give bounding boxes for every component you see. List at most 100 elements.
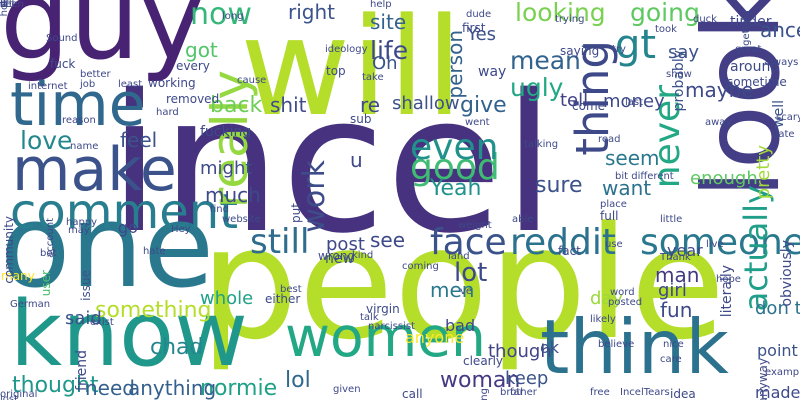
cloud-word: fucking [200,124,252,140]
cloud-word: hope [716,274,741,285]
cloud-word: feel [120,128,158,152]
cloud-word: full [600,209,619,223]
cloud-word: right [288,0,335,24]
cloud-word: weight [458,220,492,231]
cloud-word: woman [440,368,521,393]
cloud-word: normie [200,376,278,400]
cloud-word: IncelTears [620,387,670,398]
cloud-word: said [65,308,102,329]
cloud-word: getting [741,10,752,46]
cloud-word: lol [285,368,311,393]
cloud-word: want [602,176,652,200]
cloud-word: come [572,99,606,113]
cloud-word: best [280,284,302,295]
cloud-word: lt [0,0,7,10]
cloud-word: anyway [756,358,770,400]
cloud-word: scary [776,112,800,123]
cloud-word: face [430,222,507,263]
cloud-word: probably [671,50,687,112]
cloud-word: shit [270,93,307,117]
cloud-word: original [0,389,38,400]
cloud-word: user [39,270,53,297]
cloud-word: whole [200,288,254,309]
cloud-word: u [350,148,363,172]
cloud-word: got [185,38,218,62]
cloud-word: reddit [510,222,616,263]
cloud-word: hard [156,107,179,118]
cloud-word: ve [460,286,473,297]
cloud-word: free [590,387,610,398]
cloud-word: going [630,0,700,27]
cloud-word: tell [560,90,589,111]
cloud-word: duck [693,14,717,25]
cloud-word: virgin [366,302,400,316]
cloud-word: community [2,216,16,284]
cloud-word: land [448,251,470,262]
cloud-word: incel [108,54,556,275]
cloud-word: comment [10,184,239,240]
cloud-word: Thank [660,252,691,263]
cloud-word: removed [166,92,220,106]
cloud-word: good [410,147,500,188]
cloud-word: website [222,214,261,225]
cloud-word: friend [74,350,90,391]
cloud-word: place [600,199,627,210]
cloud-word: will [240,0,463,146]
cloud-word: sure [535,173,583,198]
cloud-word: happy [66,217,98,228]
cloud-word: mean [510,46,581,75]
cloud-word: fuck [50,57,76,71]
cloud-word: many [1,269,35,283]
cloud-word: little [660,214,683,225]
cloud-word: narcissist [368,321,415,332]
cloud-word: tinder [730,14,772,30]
cloud-word: sub [350,112,372,126]
cloud-word: d [0,0,7,10]
cloud-word: care [660,354,682,365]
cloud-word: man [655,263,700,287]
cloud-word: intimidating [479,388,490,400]
cloud-word: wrong [318,249,356,263]
cloud-word: use [605,239,623,250]
cloud-word: way [478,64,507,80]
cloud-word: day [590,288,624,309]
cloud-word: back [210,93,263,118]
cloud-word: seem [605,146,660,170]
cloud-word: lot [454,258,488,288]
cloud-word: though [488,341,552,362]
cloud-word: Hey [171,224,191,235]
cloud-word: trying [555,14,585,25]
cloud-word: think [540,303,729,391]
cloud-word: take [362,72,384,83]
cloud-word: took [655,24,677,35]
cloud-word: literally [719,265,735,318]
cloud-word: bad [445,316,476,335]
cloud-word: even [410,127,499,168]
cloud-word: around [730,59,780,75]
cloud-word: know [10,282,248,387]
cloud-word: hate [143,246,166,257]
cloud-word: one [0,180,214,314]
cloud-word: ancestor [760,18,800,42]
cloud-word: actually [737,185,775,312]
cloud-word: top [326,64,346,78]
cloud-word: posted [608,297,643,308]
cloud-word: working [148,76,196,90]
cloud-word: ideology [325,44,368,55]
cloud-word: clearly [463,354,504,368]
cloud-word: brother [500,387,537,398]
cloud-word: Oh [372,53,398,74]
cloud-word: sometime [727,75,787,89]
cloud-word: now [190,0,252,32]
cloud-word: far [510,387,524,398]
cloud-word: enough [690,168,758,189]
cloud-word: job [80,79,96,90]
cloud-word: make [12,135,177,205]
cloud-word: obviously [779,240,795,307]
cloud-word: need [85,376,135,400]
cloud-word: looking [515,0,606,27]
cloud-word: first [462,21,486,35]
cloud-word: someone [640,222,800,263]
cloud-word: away [705,117,732,128]
cloud-word: always [764,57,799,68]
